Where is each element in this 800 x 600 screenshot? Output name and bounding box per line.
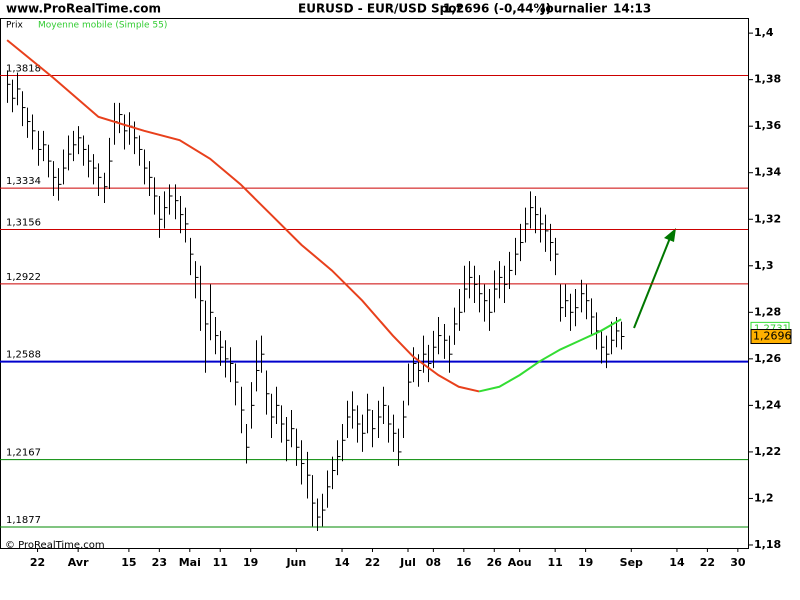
x-tick-label: 14 <box>669 556 685 569</box>
x-tick-label: 19 <box>243 556 258 569</box>
trend-arrow <box>633 237 671 329</box>
y-tick-label: 1,36 <box>754 119 781 132</box>
x-tick-label: 16 <box>456 556 472 569</box>
x-tick-label: 22 <box>30 556 45 569</box>
ma-last-label: 1,2731 <box>754 323 789 334</box>
level-label: 1,2922 <box>6 272 41 283</box>
last-price-label: 1,2696 <box>753 330 792 343</box>
y-tick-label: 1,28 <box>754 305 781 318</box>
quote: 1,2696 (-0,44%) <box>443 2 551 16</box>
site: www.ProRealTime.com <box>6 2 161 16</box>
y-tick-label: 1,24 <box>754 398 781 411</box>
level-label: 1,3334 <box>6 176 41 187</box>
level-label: 1,3818 <box>6 63 41 74</box>
x-tick-label: Jun <box>285 556 306 569</box>
x-tick-label: 15 <box>121 556 136 569</box>
x-tick-label: 19 <box>578 556 593 569</box>
level-label: 1,2588 <box>6 350 41 361</box>
x-tick-label: Mai <box>179 556 201 569</box>
y-tick-label: 1,18 <box>754 538 781 551</box>
x-tick-label: 11 <box>213 556 228 569</box>
period: Journalier <box>540 2 607 16</box>
y-tick-label: 1,38 <box>754 73 781 86</box>
y-tick-label: 1,22 <box>754 445 781 458</box>
y-tick-label: 1,3 <box>754 259 774 272</box>
y-tick-label: 1,2 <box>754 491 774 504</box>
y-tick-label: 1,32 <box>754 212 781 225</box>
last-price-box <box>750 329 792 345</box>
title: EURUSD - EUR/USD Spot <box>298 2 462 16</box>
x-tick-label: 11 <box>548 556 563 569</box>
arrow-head <box>664 228 676 242</box>
x-tick-label: 26 <box>487 556 503 569</box>
x-tick-label: 30 <box>730 556 746 569</box>
y-label: Prix <box>6 21 23 31</box>
level-label: 1,1877 <box>6 515 41 526</box>
x-tick-label: 08 <box>426 556 441 569</box>
moving-average <box>6 39 480 393</box>
y-tick-label: 1,34 <box>754 166 781 179</box>
x-tick-label: 14 <box>334 556 350 569</box>
x-tick-label: 22 <box>700 556 715 569</box>
level-label: 1,3156 <box>6 217 41 228</box>
legend-entry: Moyenne mobile (Simple 55) <box>38 21 167 31</box>
moving-average <box>478 318 622 393</box>
x-tick-label: Avr <box>68 556 89 569</box>
level-label: 1,2167 <box>6 448 41 459</box>
x-tick-label: 23 <box>152 556 167 569</box>
x-tick-label: Jul <box>399 556 416 569</box>
y-tick-label: 1,4 <box>754 26 774 39</box>
footer: © ProRealTime.com <box>5 540 105 551</box>
x-tick-label: Sep <box>620 556 643 569</box>
y-tick-label: 1,26 <box>754 352 781 365</box>
x-tick-label: 22 <box>365 556 380 569</box>
time: 14:13 <box>613 2 651 16</box>
x-tick-label: Aou <box>508 556 532 569</box>
